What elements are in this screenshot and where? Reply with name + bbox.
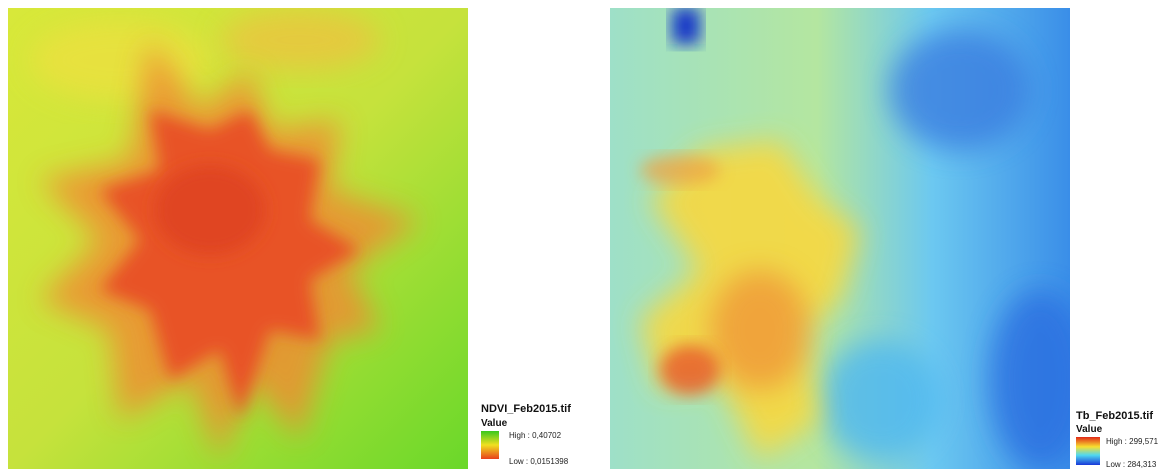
legend-low: Low : 0,0151398 (509, 457, 569, 466)
ndvi-raster (8, 8, 468, 469)
legend-high: High : 299,571 (1106, 437, 1159, 446)
map-figure: NDVI_Feb2015.tif Value High : 0,40702 Lo… (0, 0, 1166, 469)
legend-field: Value (1076, 424, 1103, 435)
legend-title: NDVI_Feb2015.tif (481, 403, 571, 415)
legend-field: Value (481, 418, 508, 429)
legend-high: High : 0,40702 (509, 431, 562, 440)
page: {"maps": [ {"legend": {"title": "NDVI_Fe… (0, 0, 1166, 469)
color-ramp (1076, 437, 1100, 465)
tb-raster (610, 8, 1090, 469)
legend-title: Tb_Feb2015.tif (1076, 410, 1153, 422)
legend-low: Low : 284,313 (1106, 460, 1157, 469)
color-ramp (481, 431, 499, 459)
